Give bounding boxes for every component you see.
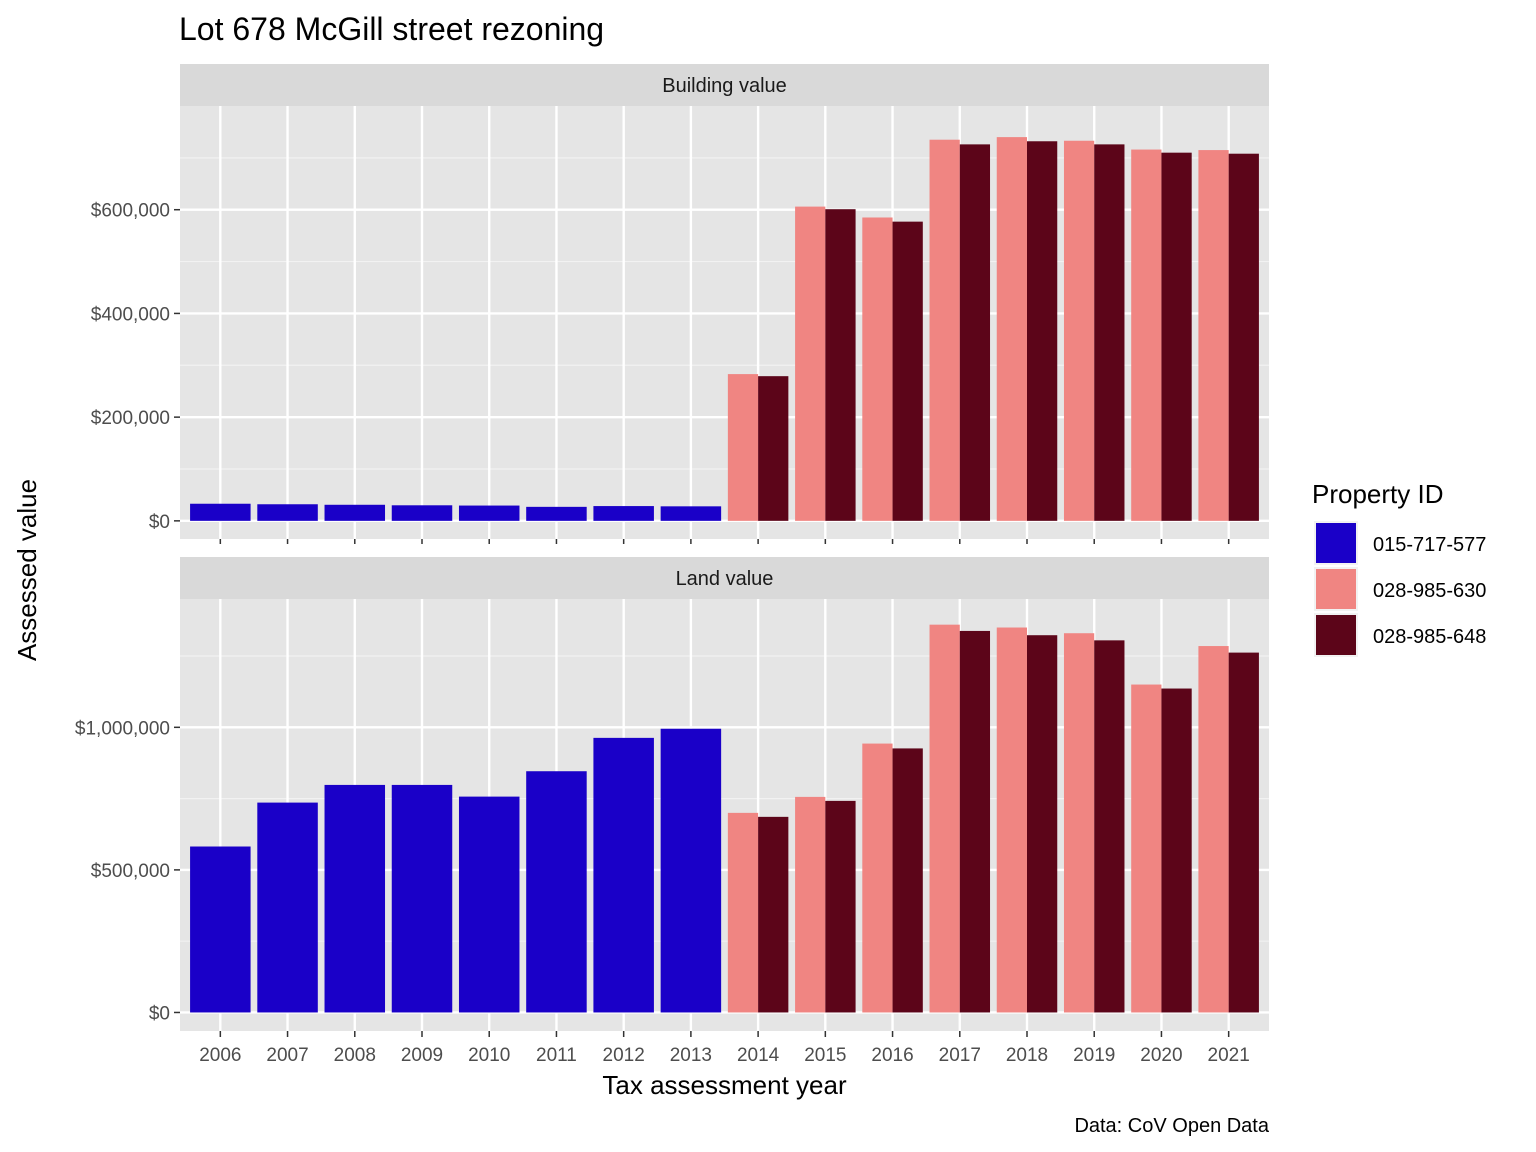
bar-028-985-648-2016 [892,748,923,1013]
bar-028-985-630-2019 [1063,633,1095,1013]
bar-028-985-648-2016 [892,221,923,521]
panel-building: Building value $0 $200,000 $400,000 $600,00… [91,64,1269,539]
bar-015-717-577-2010 [458,505,520,521]
bar-028-985-648-2021 [1228,153,1259,521]
y-tick-label: $0 [149,1003,170,1024]
bar-028-985-648-2019 [1094,144,1125,521]
legend-items: 015-717-577 028-985-630 028-985-648 [1314,521,1486,657]
bar-028-985-630-2019 [1063,140,1095,521]
x-tick-label: 2007 [266,1045,308,1066]
x-tick-label: 2016 [871,1045,913,1066]
bar-028-985-648-2018 [1027,141,1058,521]
bars-land [190,624,1259,1013]
bar-028-985-648-2019 [1094,640,1125,1013]
legend-swatch-028-985-648 [1316,615,1356,655]
y-tick-label: $0 [149,512,170,533]
y-ticks-land: $0 $500,000 $1,000,000 [75,718,180,1024]
y-axis-title: Assessed value [12,479,42,661]
caption: Data: CoV Open Data [1074,1115,1269,1137]
legend-title: Property ID [1312,479,1444,509]
bar-028-985-648-2014 [758,816,789,1013]
bar-028-985-630-2021 [1198,646,1229,1013]
bar-015-717-577-2011 [526,771,587,1013]
bar-015-717-577-2006 [190,846,251,1013]
bar-015-717-577-2008 [324,784,386,1013]
y-ticks-building: $0 $200,000 $400,000 $600,000 [91,201,180,533]
x-axis-title: Tax assessment year [602,1070,847,1100]
bar-015-717-577-2012 [593,737,654,1013]
bar-028-985-630-2020 [1131,684,1162,1013]
x-tick-label: 2013 [670,1045,712,1066]
bar-028-985-630-2017 [929,624,960,1013]
strip-land [180,557,1269,599]
bar-015-717-577-2007 [257,802,318,1013]
bar-028-985-648-2020 [1161,152,1192,521]
bar-015-717-577-2008 [324,504,386,521]
y-tick-label: $400,000 [91,304,170,325]
bar-028-985-648-2015 [825,209,856,521]
y-tick-label: $200,000 [91,408,170,429]
bar-028-985-630-2014 [727,812,759,1013]
bar-015-717-577-2013 [660,506,722,521]
bar-028-985-648-2017 [959,144,991,521]
bar-028-985-630-2014 [727,374,759,521]
x-tick-label: 2008 [334,1045,376,1066]
bar-028-985-630-2020 [1131,149,1162,521]
bar-015-717-577-2012 [593,506,654,521]
bar-015-717-577-2013 [660,728,722,1013]
bars-building [190,137,1259,521]
strip-label-land: Land value [676,568,774,590]
x-tick-label: 2009 [401,1045,443,1066]
bar-028-985-630-2016 [862,743,893,1013]
legend-label: 015-717-577 [1373,534,1486,556]
x-tick-label: 2012 [603,1045,645,1066]
chart-title: Lot 678 McGill street rezoning [179,11,604,47]
x-tick-label: 2019 [1073,1045,1115,1066]
panel-land: Land value $0 $500,000 $1,000,000 [75,557,1269,1031]
y-tick-label: $1,000,000 [75,718,170,739]
bar-015-717-577-2009 [391,505,453,521]
legend-swatch-028-985-630 [1316,569,1356,609]
bar-015-717-577-2011 [526,506,587,521]
bar-028-985-648-2020 [1161,688,1192,1013]
bar-028-985-630-2015 [795,206,826,521]
bar-028-985-648-2021 [1228,652,1259,1013]
bar-028-985-648-2018 [1027,635,1058,1013]
bar-015-717-577-2010 [458,796,520,1013]
bar-028-985-630-2015 [795,796,826,1013]
y-tick-label: $600,000 [91,201,170,222]
strip-building [180,64,1269,106]
bar-028-985-630-2021 [1198,150,1229,521]
x-tick-label: 2020 [1140,1045,1182,1066]
bar-015-717-577-2007 [257,504,318,521]
bar-015-717-577-2009 [391,784,453,1013]
bar-015-717-577-2006 [190,503,251,521]
x-tick-label: 2018 [1006,1045,1048,1066]
bar-028-985-630-2018 [996,627,1027,1013]
x-tick-label: 2010 [468,1045,510,1066]
strip-label-building: Building value [662,75,787,97]
bar-028-985-630-2017 [929,139,960,521]
x-tick-label: 2014 [737,1045,780,1066]
legend-label: 028-985-630 [1373,580,1486,602]
x-tick-label: 2021 [1208,1045,1250,1066]
x-axis-ticks: 2006 2007 2008 2009 2010 2011 2012 2013 2014 2015… [199,539,1250,1066]
y-tick-label: $500,000 [91,861,170,882]
bar-028-985-630-2016 [862,217,893,521]
bar-028-985-648-2014 [758,376,789,521]
x-tick-label: 2017 [939,1045,981,1066]
bar-028-985-648-2015 [825,800,856,1013]
x-tick-label: 2015 [804,1045,846,1066]
legend-label: 028-985-648 [1373,626,1486,648]
legend-swatch-015-717-577 [1316,523,1356,563]
legend: Property ID 015-717-577 028-985-630 028-98… [1312,479,1486,657]
bar-028-985-648-2017 [959,630,991,1013]
x-tick-label: 2011 [536,1045,577,1066]
x-tick-label: 2006 [199,1045,241,1066]
bar-028-985-630-2018 [996,137,1027,521]
